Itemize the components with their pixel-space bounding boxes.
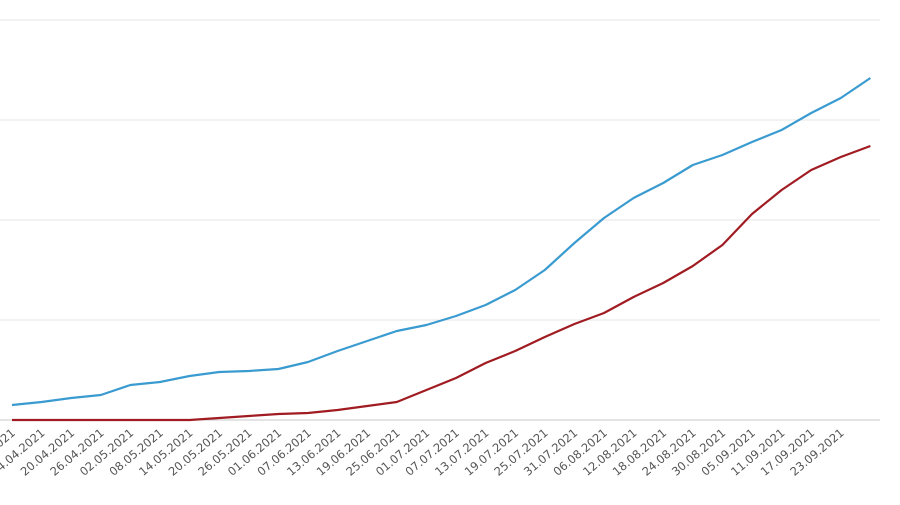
- series-line: [12, 144, 871, 422]
- series-line: [11, 77, 872, 407]
